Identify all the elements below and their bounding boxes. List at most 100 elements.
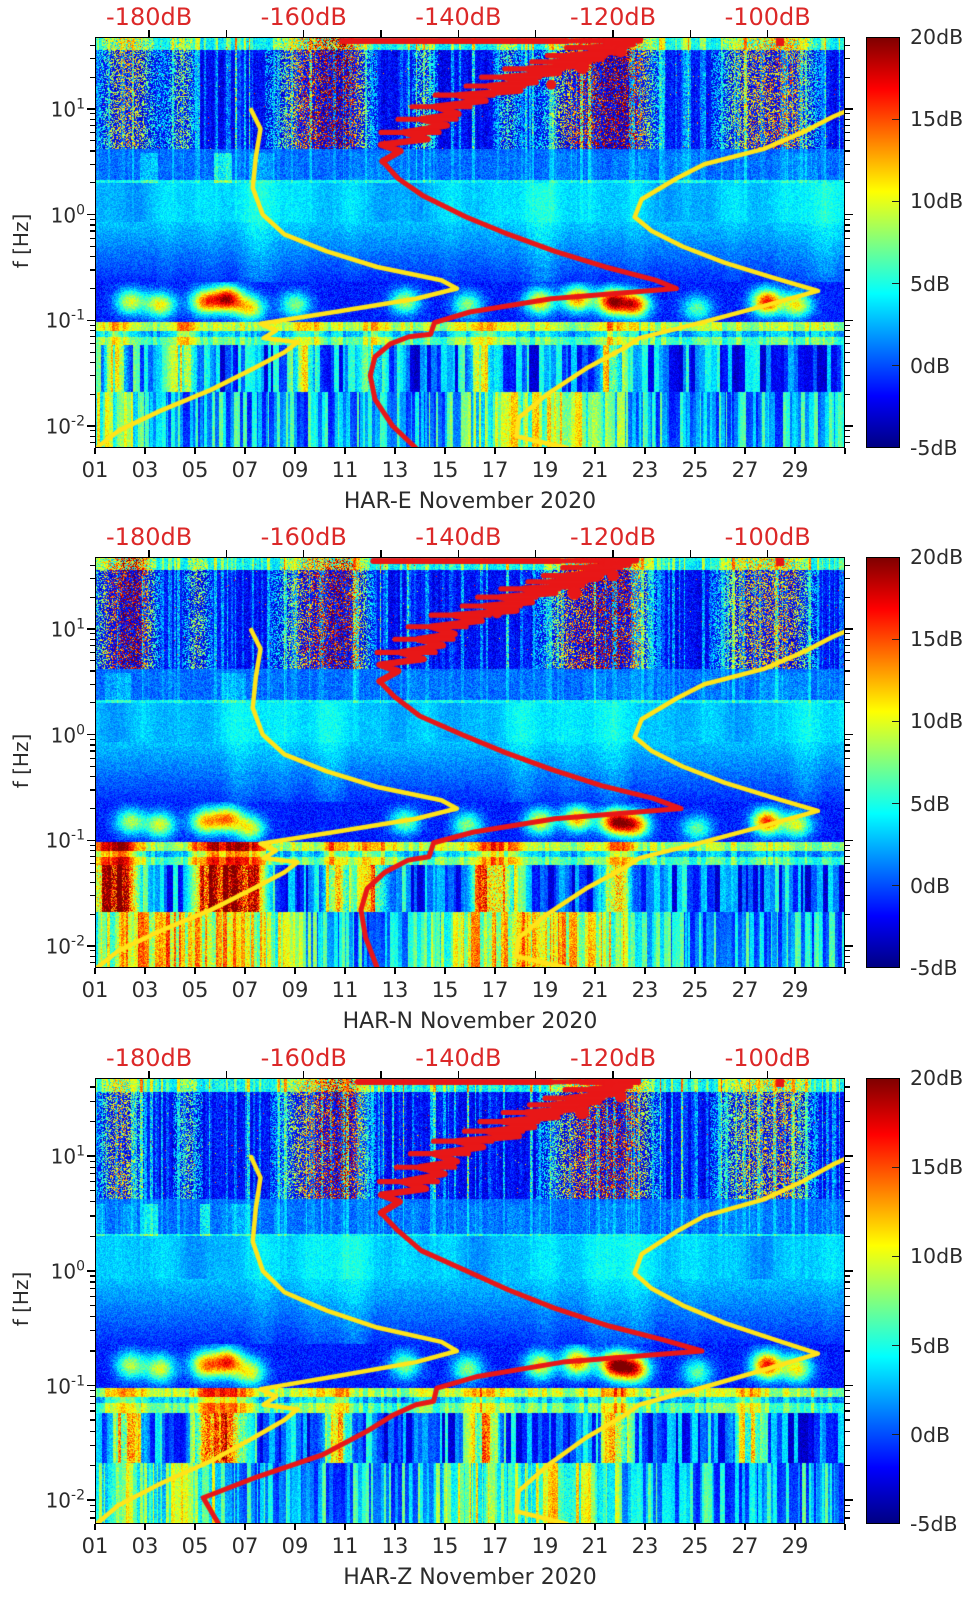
y-minor-tick xyxy=(845,336,850,338)
y-minor-tick xyxy=(845,163,850,165)
y-minor-tick xyxy=(845,1510,850,1512)
y-minor-tick xyxy=(90,1315,95,1318)
y-minor-tick xyxy=(90,863,95,865)
colorbar-tick xyxy=(892,885,899,887)
y-minor-tick xyxy=(90,256,95,258)
y-minor-tick xyxy=(90,750,95,752)
y-major-tick xyxy=(87,1155,95,1157)
x-axis-tick xyxy=(644,968,646,974)
y-major-tick xyxy=(845,213,853,216)
y-minor-tick xyxy=(845,844,850,846)
y-minor-tick xyxy=(90,140,95,142)
x-axis-tick xyxy=(94,968,96,974)
y-major-tick xyxy=(845,628,853,630)
y-minor-tick xyxy=(90,1201,95,1203)
y-minor-tick xyxy=(90,343,95,345)
x-axis-tick xyxy=(644,448,646,454)
y-minor-tick xyxy=(845,230,850,232)
y-minor-tick xyxy=(90,361,95,364)
y-minor-tick xyxy=(90,330,95,332)
y-tick-label: 100 xyxy=(50,722,85,747)
y-minor-tick xyxy=(845,124,850,126)
y-minor-tick xyxy=(90,44,95,46)
y-minor-tick xyxy=(845,150,850,152)
x-tick-label: 19 xyxy=(531,978,559,1002)
y-minor-tick xyxy=(90,644,95,646)
y-minor-tick xyxy=(845,670,850,672)
x-tick-label: 23 xyxy=(631,978,659,1002)
y-minor-tick xyxy=(90,1166,95,1168)
top-axis-tick xyxy=(148,1071,150,1078)
y-minor-tick xyxy=(90,224,95,226)
colorbar xyxy=(866,1078,900,1524)
x-axis-tick xyxy=(694,448,696,454)
x-axis-tick xyxy=(394,968,396,974)
y-tick-label: 100 xyxy=(50,1258,85,1284)
x-tick-label: 27 xyxy=(731,458,759,482)
x-axis-tick xyxy=(144,968,146,974)
x-tick-label: 29 xyxy=(781,978,809,1002)
y-minor-tick xyxy=(845,871,850,873)
colorbar-tick-label: 15dB xyxy=(910,627,962,652)
colorbar-tick-label: 0dB xyxy=(910,353,951,378)
y-major-tick xyxy=(87,839,95,842)
y-minor-tick xyxy=(90,230,95,232)
y-minor-tick xyxy=(90,961,95,964)
y-minor-tick xyxy=(845,430,850,432)
top-axis-label: -100dB xyxy=(724,3,811,31)
y-minor-tick xyxy=(845,330,850,332)
x-tick-label: 29 xyxy=(781,458,809,482)
y-minor-tick xyxy=(90,1390,95,1392)
spectrogram-panel-har-n: -180dB -160dB -140dB -120dB -100dB 101 100 10-1… xyxy=(9,524,962,1034)
x-axis-tick xyxy=(744,1524,746,1530)
y-tick-label: 10-1 xyxy=(45,1373,85,1398)
y-minor-tick xyxy=(845,638,850,640)
top-axis-tick xyxy=(148,30,150,37)
colorbar-tick xyxy=(892,638,899,640)
y-major-tick xyxy=(845,1499,853,1501)
y-minor-tick xyxy=(90,435,95,437)
y-major-tick xyxy=(845,945,853,947)
y-tick-label: 101 xyxy=(50,96,85,122)
x-axis-tick xyxy=(194,448,196,454)
y-minor-tick xyxy=(845,324,850,326)
y-minor-tick xyxy=(845,1190,850,1192)
x-tick-label: 09 xyxy=(281,1534,309,1558)
x-axis-tick xyxy=(744,448,746,454)
top-axis-label: -160dB xyxy=(260,3,347,31)
x-tick-label: 19 xyxy=(531,1534,559,1558)
y-minor-tick xyxy=(90,1517,95,1519)
y-minor-tick xyxy=(845,1121,850,1123)
top-axis-label: -180dB xyxy=(106,523,193,551)
y-minor-tick xyxy=(845,269,850,271)
y-minor-tick xyxy=(90,651,95,654)
y-minor-tick xyxy=(845,683,850,685)
x-axis-tick xyxy=(494,448,496,454)
y-tick-label: 10-1 xyxy=(45,828,85,853)
x-axis-tick xyxy=(844,968,846,974)
y-minor-tick xyxy=(845,577,850,580)
y-minor-tick xyxy=(90,670,95,672)
y-minor-tick xyxy=(90,1304,95,1306)
top-axis-tick xyxy=(225,30,228,37)
y-minor-tick xyxy=(90,1235,95,1237)
y-minor-tick xyxy=(90,564,95,566)
y-major-tick xyxy=(87,1270,95,1272)
top-axis-label: -120dB xyxy=(569,3,657,31)
y-minor-tick xyxy=(845,1350,850,1352)
y-minor-tick xyxy=(90,765,95,768)
x-axis-tick xyxy=(294,1524,296,1530)
colorbar-tick-label: -5dB xyxy=(910,436,958,460)
y-minor-tick xyxy=(845,1215,850,1217)
x-axis-tick xyxy=(444,448,446,454)
y-minor-tick xyxy=(90,1430,95,1432)
x-tick-label: 11 xyxy=(331,1534,359,1558)
top-axis-label: -140dB xyxy=(415,3,502,31)
y-minor-tick xyxy=(90,881,95,884)
top-axis-tick xyxy=(689,1071,692,1078)
top-axis-tick xyxy=(148,550,150,557)
y-minor-tick xyxy=(845,1430,850,1432)
x-tick-label: 13 xyxy=(381,978,409,1002)
x-axis-tick xyxy=(544,1524,546,1530)
